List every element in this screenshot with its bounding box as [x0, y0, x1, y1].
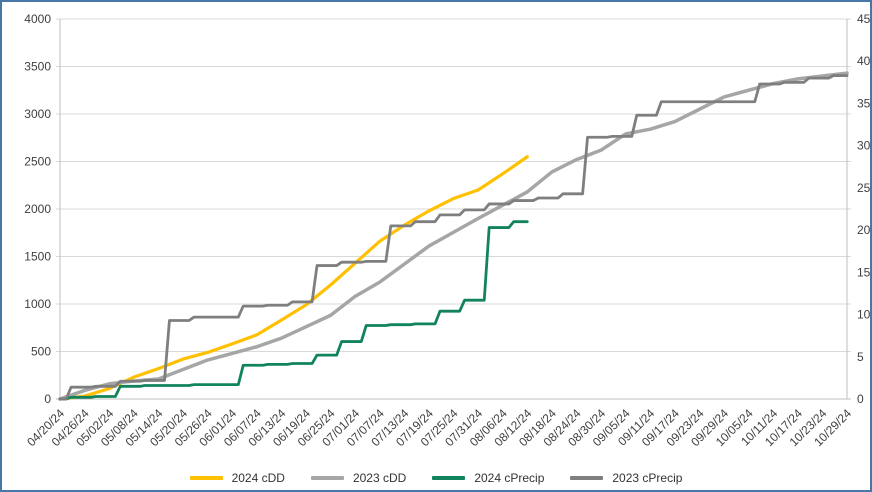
y-axis-tick-label-right: 5	[857, 350, 864, 364]
legend-label-2023-cdd: 2023 cDD	[352, 471, 407, 485]
y-axis-tick-label-right: 45	[857, 12, 871, 26]
y-axis-tick-label-left: 3000	[24, 107, 51, 121]
legend: 2024 cDD 2023 cDD 2024 cPrecip 2023 cPrecip	[2, 471, 870, 485]
legend-swatch-2024-cdd	[189, 476, 223, 480]
y-axis-tick-label-right: 15	[857, 265, 871, 279]
y-axis-tick-label-right: 0	[857, 392, 864, 406]
series-line-2024-cprecip	[58, 220, 529, 401]
series-line-2024-cdd	[58, 155, 529, 401]
y-axis-tick-label-right: 35	[857, 96, 871, 110]
y-axis-tick-label-left: 2500	[24, 155, 51, 169]
legend-item-2023-cprecip: 2023 cPrecip	[570, 471, 682, 485]
y-axis-tick-label-left: 2000	[24, 202, 51, 216]
legend-label-2023-cprecip: 2023 cPrecip	[612, 471, 683, 485]
y-axis-tick-label-left: 500	[31, 345, 51, 359]
y-axis-tick-label-left: 1000	[24, 297, 51, 311]
legend-item-2024-cdd: 2024 cDD	[189, 471, 285, 485]
y-axis-tick-label-right: 40	[857, 54, 871, 68]
legend-label-2024-cdd: 2024 cDD	[231, 471, 285, 485]
y-axis-tick-label-left: 1500	[24, 250, 51, 264]
series-line-2023-cprecip	[58, 74, 849, 401]
y-axis-tick-label-right: 20	[857, 223, 871, 237]
y-axis-tick-label-right: 25	[857, 181, 871, 195]
legend-swatch-2023-cdd	[310, 476, 344, 480]
series-line-2023-cdd	[58, 71, 849, 401]
legend-swatch-2023-cprecip	[570, 476, 604, 480]
y-axis-tick-label-right: 30	[857, 139, 871, 153]
y-axis-tick-label-left: 4000	[24, 12, 51, 26]
legend-swatch-2024-cprecip	[432, 476, 466, 480]
legend-label-2024-cprecip: 2024 cPrecip	[474, 471, 545, 485]
legend-item-2024-cprecip: 2024 cPrecip	[432, 471, 544, 485]
legend-item-2023-cdd: 2023 cDD	[310, 471, 407, 485]
y-axis-tick-label-left: 0	[44, 392, 51, 406]
y-axis-tick-label-right: 10	[857, 308, 871, 322]
y-axis-tick-label-left: 3500	[24, 60, 51, 74]
